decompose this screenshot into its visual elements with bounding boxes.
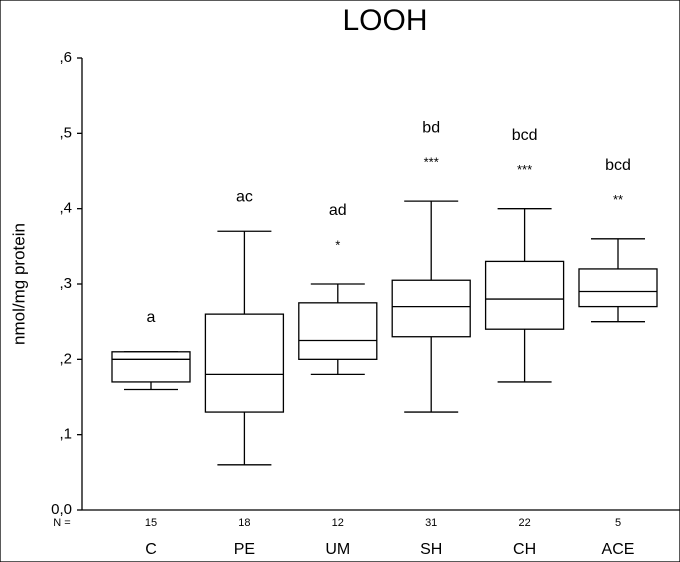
n-value: 15 xyxy=(145,517,157,529)
significance-stars: *** xyxy=(517,162,532,177)
y-tick-label: ,6 xyxy=(59,49,72,66)
group-letters: bcd xyxy=(605,157,631,174)
x-tick-label: PE xyxy=(234,541,255,558)
significance-stars: *** xyxy=(424,155,439,170)
x-tick-label: SH xyxy=(420,541,442,558)
group-letters: bd xyxy=(422,119,440,136)
y-tick-label: ,1 xyxy=(59,426,72,443)
x-tick-label: CH xyxy=(513,541,536,558)
x-tick-label: C xyxy=(145,541,157,558)
box xyxy=(578,268,658,308)
group-letters: a xyxy=(147,309,156,326)
box xyxy=(484,260,565,330)
box xyxy=(298,302,378,360)
n-value: 22 xyxy=(518,517,530,529)
x-tick-label: ACE xyxy=(602,541,635,558)
n-value: 18 xyxy=(238,517,250,529)
box xyxy=(391,279,471,338)
box xyxy=(111,351,191,383)
n-value: 31 xyxy=(425,517,437,529)
x-tick-label: UM xyxy=(325,541,350,558)
y-tick-label: ,5 xyxy=(59,124,72,141)
group-letters: ac xyxy=(236,188,253,205)
y-tick-label: 0,0 xyxy=(51,501,72,518)
y-tick-label: ,2 xyxy=(59,350,72,367)
n-label: N = xyxy=(53,517,70,529)
significance-stars: * xyxy=(335,237,340,252)
y-tick-label: ,4 xyxy=(59,200,72,217)
box xyxy=(204,313,285,413)
chart-title: LOOH xyxy=(342,4,427,37)
y-tick-label: ,3 xyxy=(59,275,72,292)
n-value: 12 xyxy=(332,517,344,529)
significance-stars: ** xyxy=(613,192,623,207)
n-value: 5 xyxy=(615,517,621,529)
group-letters: bcd xyxy=(512,127,538,144)
group-letters: ad xyxy=(329,202,347,219)
y-axis-label: nmol/mg protein xyxy=(9,223,28,345)
